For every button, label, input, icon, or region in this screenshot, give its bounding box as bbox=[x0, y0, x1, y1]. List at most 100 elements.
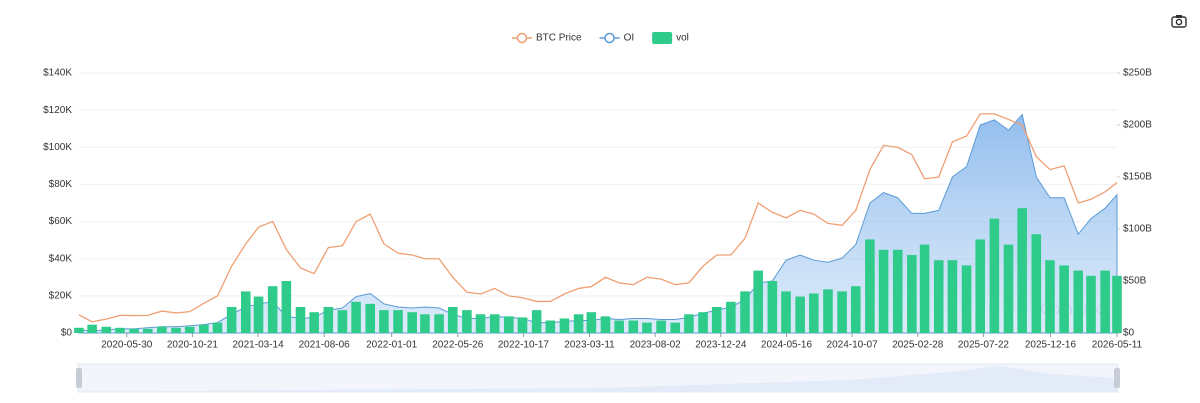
vol-bar bbox=[878, 249, 889, 333]
vol-bar bbox=[1112, 275, 1122, 333]
vol-bar bbox=[212, 322, 223, 333]
y-tick-label: $0 bbox=[61, 328, 73, 339]
y2-tick-label: $100B bbox=[1123, 224, 1152, 235]
vol-bar bbox=[393, 310, 403, 333]
vol-bar bbox=[600, 316, 611, 333]
y2-tick-label: $150B bbox=[1123, 172, 1152, 183]
vol-bar bbox=[337, 310, 348, 333]
vol-bar bbox=[1031, 234, 1042, 333]
vol-bar bbox=[628, 320, 639, 333]
y2-tick-label: $200B bbox=[1123, 120, 1152, 131]
price-line bbox=[78, 113, 1118, 323]
x-tick-label: 2021-03-14 bbox=[233, 340, 285, 351]
vol-bar bbox=[504, 316, 514, 333]
legend-marker bbox=[516, 32, 528, 44]
vol-bar bbox=[892, 249, 903, 333]
y-tick-label: $40K bbox=[49, 253, 73, 264]
vol-bar bbox=[795, 296, 805, 333]
vol-bar bbox=[323, 307, 334, 333]
y-tick-label: $100K bbox=[43, 142, 72, 153]
vol-bar bbox=[670, 322, 681, 333]
vol-bar bbox=[295, 307, 306, 333]
vol-bar bbox=[559, 318, 570, 333]
vol-bar bbox=[157, 326, 167, 333]
y-tick-label: $140K bbox=[43, 68, 72, 79]
legend-marker bbox=[604, 32, 615, 44]
vol-bar bbox=[281, 281, 292, 333]
vol-bar bbox=[365, 303, 376, 333]
vol-bar bbox=[975, 239, 986, 333]
vol-bar bbox=[517, 317, 528, 333]
vol-bar bbox=[726, 301, 736, 333]
vol-bar bbox=[253, 296, 264, 333]
vol-bar bbox=[753, 270, 763, 333]
x-tick-label: 2023-03-11 bbox=[564, 340, 615, 351]
legend-item[interactable]: OI bbox=[599, 32, 635, 44]
y2-tick-label: $50B bbox=[1123, 276, 1147, 287]
vol-bar bbox=[199, 324, 209, 333]
vol-bar bbox=[740, 291, 750, 333]
x-tick-label: 2020-05-30 bbox=[101, 340, 153, 351]
camera-icon[interactable] bbox=[1171, 15, 1187, 28]
y2-tick-label: $250B bbox=[1123, 68, 1152, 79]
y2-tick-label: $0 bbox=[1123, 328, 1135, 339]
vol-bar bbox=[1086, 275, 1096, 333]
x-tick-label: 2022-05-26 bbox=[432, 340, 484, 351]
vol-bar bbox=[961, 265, 972, 333]
y-tick-label: $80K bbox=[49, 179, 73, 190]
legend-item[interactable]: BTC Price bbox=[512, 33, 582, 44]
vol-bar bbox=[837, 291, 847, 333]
legend-item[interactable]: vol bbox=[652, 32, 689, 44]
vol-bar bbox=[1073, 270, 1084, 333]
vol-bar bbox=[171, 327, 181, 333]
vol-bar bbox=[309, 312, 319, 333]
vol-bar bbox=[226, 307, 237, 333]
vol-bar bbox=[1017, 208, 1027, 333]
x-tick-label: 2024-05-16 bbox=[761, 340, 813, 351]
vol-bar bbox=[781, 291, 791, 333]
y-tick-label: $60K bbox=[49, 216, 73, 227]
vol-bar bbox=[586, 312, 597, 333]
vol-bar bbox=[573, 314, 584, 333]
vol-bar bbox=[267, 286, 278, 333]
legend-label: BTC Price bbox=[536, 33, 582, 44]
vol-bar bbox=[642, 322, 652, 333]
vol-bar bbox=[614, 320, 624, 333]
vol-bar bbox=[115, 327, 125, 333]
vol-bar bbox=[1100, 270, 1110, 333]
vol-bar bbox=[1003, 244, 1014, 333]
vol-bar bbox=[379, 310, 389, 333]
vol-bar bbox=[475, 314, 486, 333]
x-tick-label: 2023-08-02 bbox=[630, 340, 682, 351]
vol-bar bbox=[87, 324, 97, 333]
vol-bar bbox=[919, 244, 930, 333]
x-tick-label: 2024-10-07 bbox=[827, 340, 879, 351]
vol-bar bbox=[447, 307, 458, 333]
vol-bar bbox=[101, 326, 112, 333]
zoom-slider[interactable] bbox=[76, 363, 1120, 393]
x-tick-label: 2025-12-16 bbox=[1025, 340, 1077, 351]
vol-bar bbox=[809, 293, 819, 333]
x-tick-label: 2021-08-06 bbox=[299, 340, 351, 351]
vol-bar bbox=[711, 307, 722, 333]
x-tick-label: 2026-05-11 bbox=[1092, 340, 1143, 351]
x-tick-label: 2022-10-17 bbox=[498, 340, 550, 351]
vol-bar bbox=[462, 310, 472, 333]
vol-bar bbox=[434, 314, 444, 333]
x-tick-label: 2025-07-22 bbox=[958, 340, 1010, 351]
vol-bar bbox=[407, 312, 417, 333]
vol-bar bbox=[684, 314, 694, 333]
vol-bar bbox=[989, 218, 1000, 333]
vol-bar bbox=[850, 286, 861, 333]
vol-bar bbox=[129, 328, 139, 333]
vol-bar bbox=[545, 320, 556, 333]
x-tick-label: 2020-10-21 bbox=[167, 340, 219, 351]
vol-bar bbox=[351, 301, 361, 333]
vol-bar bbox=[420, 314, 430, 333]
y-tick-label: $120K bbox=[43, 105, 72, 116]
vol-bar bbox=[74, 327, 84, 333]
vol-bar bbox=[907, 255, 917, 333]
x-tick-label: 2025-02-28 bbox=[892, 340, 944, 351]
legend-label: vol bbox=[676, 33, 689, 44]
